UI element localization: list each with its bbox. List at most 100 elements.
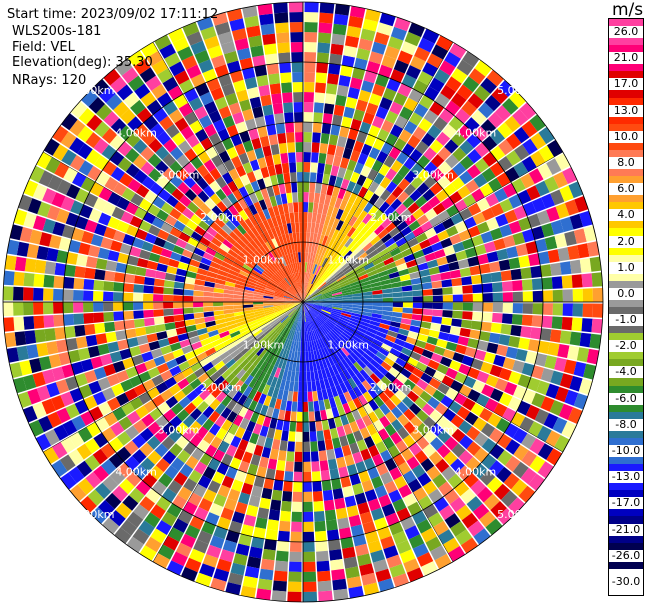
radar-gate [81, 230, 94, 244]
radar-gate [112, 407, 127, 421]
radar-gate [163, 100, 178, 116]
radar-gate [78, 242, 91, 256]
radar-gate [342, 297, 353, 300]
radar-gate [243, 292, 254, 297]
radar-gate [132, 528, 150, 545]
radar-gate [208, 266, 219, 274]
radar-gate [219, 330, 230, 339]
radar-gate [390, 276, 401, 284]
radar-gate [552, 417, 568, 434]
radar-gate [189, 420, 202, 434]
radar-gate [449, 326, 461, 336]
radar-gate [133, 464, 149, 480]
radar-gate [326, 277, 336, 285]
radar-gate [310, 289, 320, 297]
radar-gate [315, 213, 322, 224]
radar-gate [210, 87, 225, 101]
radar-gate [362, 291, 373, 296]
radar-gate [226, 146, 238, 160]
radar-gate [472, 212, 486, 225]
radar-gate [472, 417, 487, 432]
radar-gate [210, 436, 223, 449]
radar-gate [303, 222, 308, 233]
radar-gate [419, 269, 431, 278]
radar-gate [399, 106, 413, 121]
radar-gate [242, 108, 254, 121]
radar-gate [276, 247, 283, 258]
radar-gate [474, 85, 491, 102]
radar-gate [391, 419, 403, 432]
radar-gate [318, 348, 325, 360]
radar-gate [169, 208, 182, 220]
radar-gate [209, 371, 221, 382]
radar-gate [398, 328, 410, 336]
radar-gate [372, 453, 384, 467]
radar-gate [202, 342, 214, 352]
radar-gate [213, 297, 224, 302]
radar-gate [499, 392, 513, 407]
radar-gate [303, 332, 305, 342]
radar-gate [343, 224, 352, 235]
radar-gate [316, 328, 323, 338]
radar-gate [415, 140, 429, 155]
radar-gate [253, 475, 265, 488]
radar-gate [315, 265, 322, 276]
radar-gate [283, 328, 290, 338]
radar-gate [326, 319, 336, 328]
radar-gate [353, 386, 363, 398]
radar-gate [538, 145, 555, 162]
radar-gate [166, 560, 184, 576]
radar-gate [371, 41, 387, 55]
radar-gate [232, 391, 243, 403]
radar-gate [292, 252, 297, 263]
radar-gate [493, 238, 506, 251]
radar-gate [215, 318, 226, 325]
radar-gate [412, 208, 425, 220]
radar-gate [493, 354, 506, 367]
radar-gate [286, 223, 292, 234]
radar-gate [294, 212, 299, 223]
radar-gate [506, 246, 519, 259]
radar-gate [321, 309, 331, 315]
radar-gate [316, 52, 330, 64]
radar-gate [254, 369, 263, 380]
radar-gate [361, 380, 372, 391]
radar-gate [508, 497, 525, 515]
radar-gate [162, 450, 177, 465]
radar-gate [522, 389, 536, 404]
radar-gate [329, 330, 339, 340]
radar-gate [296, 331, 300, 342]
radar-gate [270, 276, 280, 285]
radar-gate [309, 287, 318, 295]
radar-gate [228, 362, 239, 373]
radar-gate [153, 278, 165, 287]
radar-gate [149, 182, 164, 196]
radar-gate [416, 519, 432, 534]
radar-gate [242, 575, 258, 589]
radar-gate [250, 366, 260, 378]
radar-gate [398, 352, 410, 362]
radar-gate [246, 280, 257, 287]
radar-gate [304, 331, 307, 342]
radar-gate [421, 527, 437, 543]
radar-gate [177, 449, 191, 464]
radar-gate [163, 302, 174, 309]
radar-gate [349, 351, 360, 362]
radar-gate [352, 483, 364, 496]
radar-gate [69, 119, 86, 137]
radar-gate [335, 272, 345, 281]
radar-gate [320, 347, 328, 358]
radar-gate [270, 227, 278, 238]
radar-gate [217, 128, 230, 142]
radar-gate [318, 267, 325, 277]
radar-gate [202, 361, 214, 372]
radar-gate [355, 346, 365, 356]
radar-gate [163, 280, 175, 288]
radar-gate [448, 400, 462, 414]
radar-gate [117, 141, 133, 157]
radar-gate [313, 102, 324, 113]
radar-gate [193, 302, 204, 308]
radar-gate [64, 326, 76, 339]
radar-gate [311, 307, 321, 313]
radar-gate [325, 154, 335, 166]
